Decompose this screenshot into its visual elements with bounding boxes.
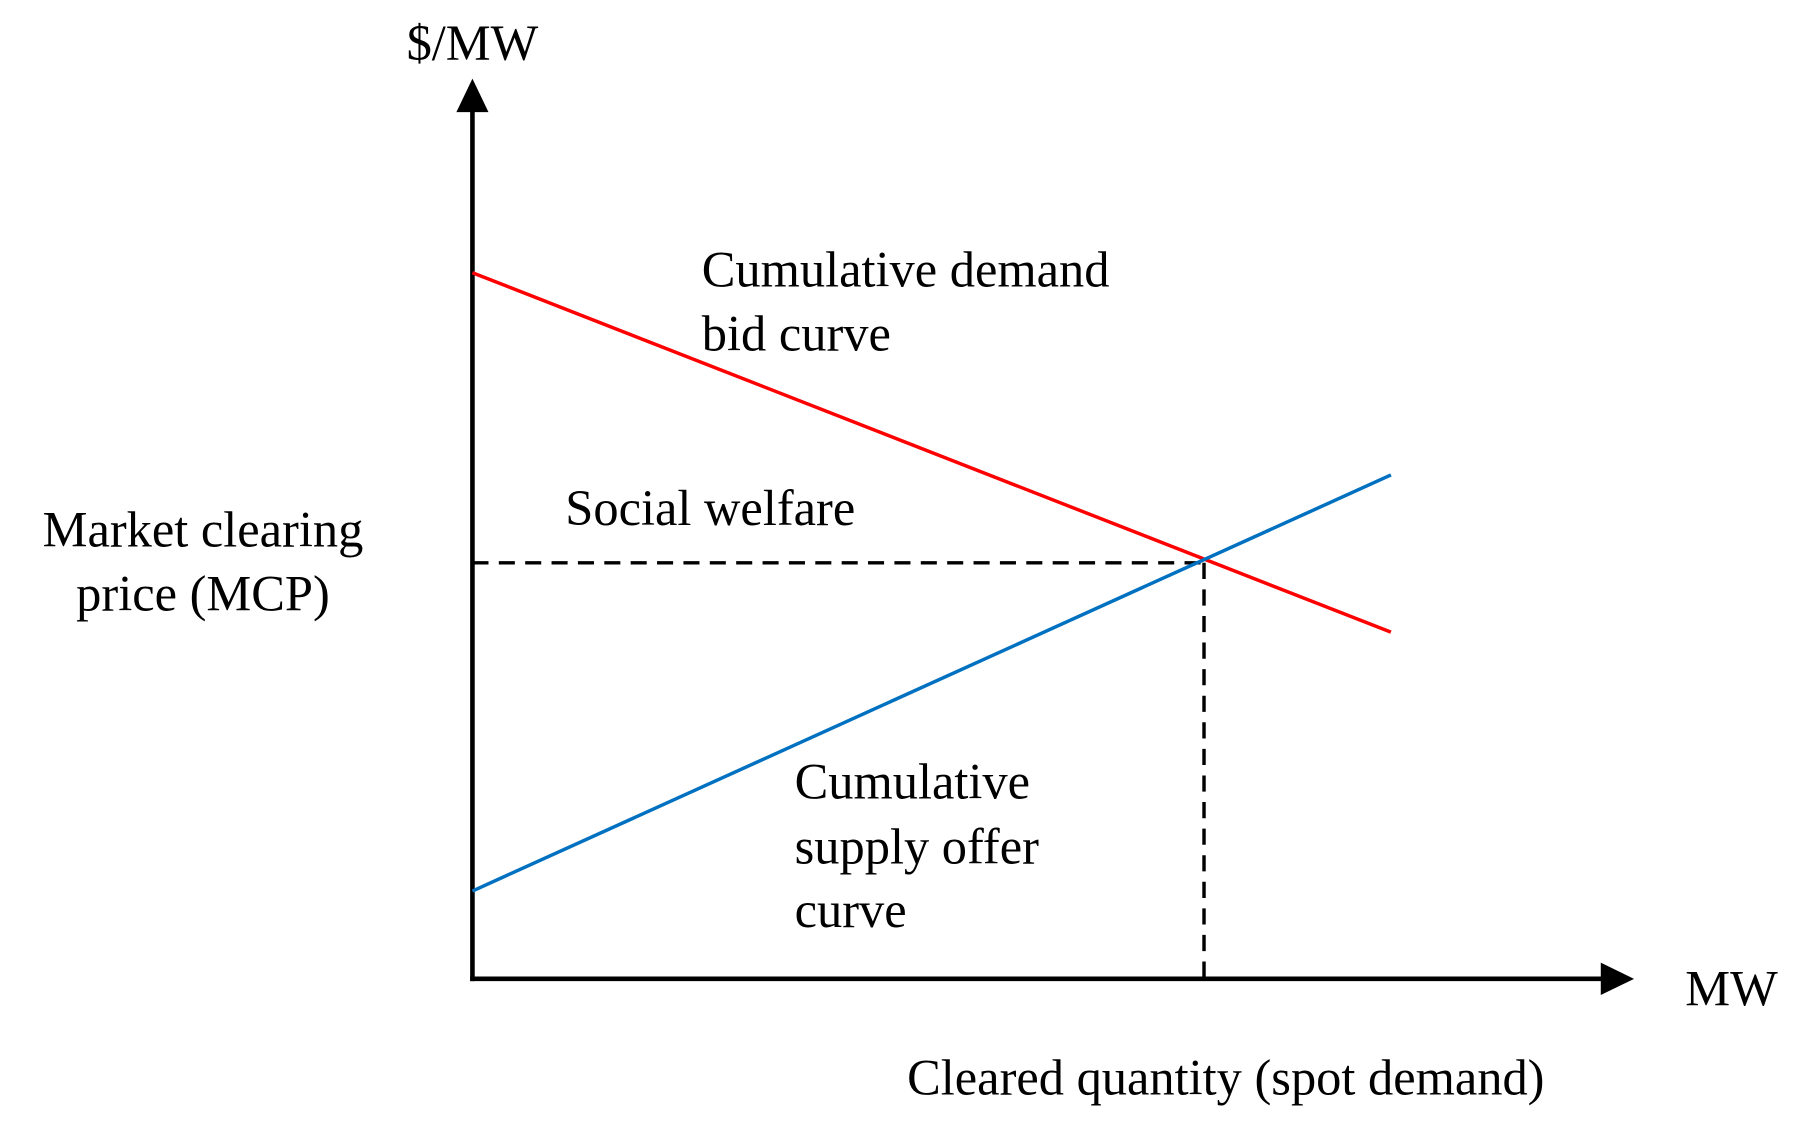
demand-label: bid curve [702,305,891,361]
supply-label: supply offer [795,818,1039,874]
supply-label: curve [795,882,907,938]
price-label: price (MCP) [76,565,330,621]
supply-label: Cumulative [795,754,1030,810]
supply-curve [471,473,1392,893]
price-label: Market clearing [43,502,364,558]
y-axis-label: $/MW [407,15,539,71]
quantity-label: Cleared quantity (spot demand) [907,1049,1544,1105]
y-arrow [456,78,489,113]
welfare-label: Social welfare [565,480,855,536]
x-arrow [1600,962,1635,996]
demand-curve [471,271,1392,634]
x-axis-label: MW [1685,960,1778,1016]
demand-label: Cumulative demand [702,242,1110,298]
